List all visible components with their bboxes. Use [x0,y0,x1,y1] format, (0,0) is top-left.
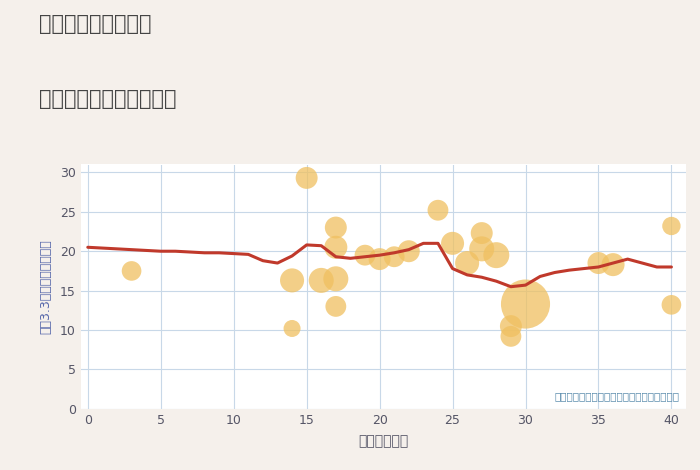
Point [505,333,517,340]
Point [330,275,342,282]
Point [447,240,458,247]
Text: 円の大きさは、取引のあった物件面積を示す: 円の大きさは、取引のあった物件面積を示す [555,392,680,401]
Point [491,251,502,259]
Point [301,174,312,182]
Point [476,245,487,252]
Point [476,229,487,237]
Point [666,222,677,230]
Point [330,224,342,231]
Text: 兵庫県三田市藍本の: 兵庫県三田市藍本の [38,14,151,34]
Point [374,255,385,263]
Point [316,277,327,284]
Point [286,277,297,284]
Point [505,322,517,330]
X-axis label: 築年数（年）: 築年数（年） [358,434,408,448]
Point [461,259,472,267]
Point [330,243,342,251]
Point [433,206,444,214]
Point [126,267,137,274]
Y-axis label: 坪（3.3㎡）単価（万円）: 坪（3.3㎡）単価（万円） [40,239,52,334]
Point [359,251,370,259]
Point [286,325,297,332]
Point [330,303,342,310]
Point [389,253,400,260]
Point [608,261,619,268]
Point [666,301,677,309]
Text: 築年数別中古戸建て価格: 築年数別中古戸建て価格 [38,89,176,110]
Point [403,248,414,255]
Point [520,300,531,308]
Point [593,259,604,267]
